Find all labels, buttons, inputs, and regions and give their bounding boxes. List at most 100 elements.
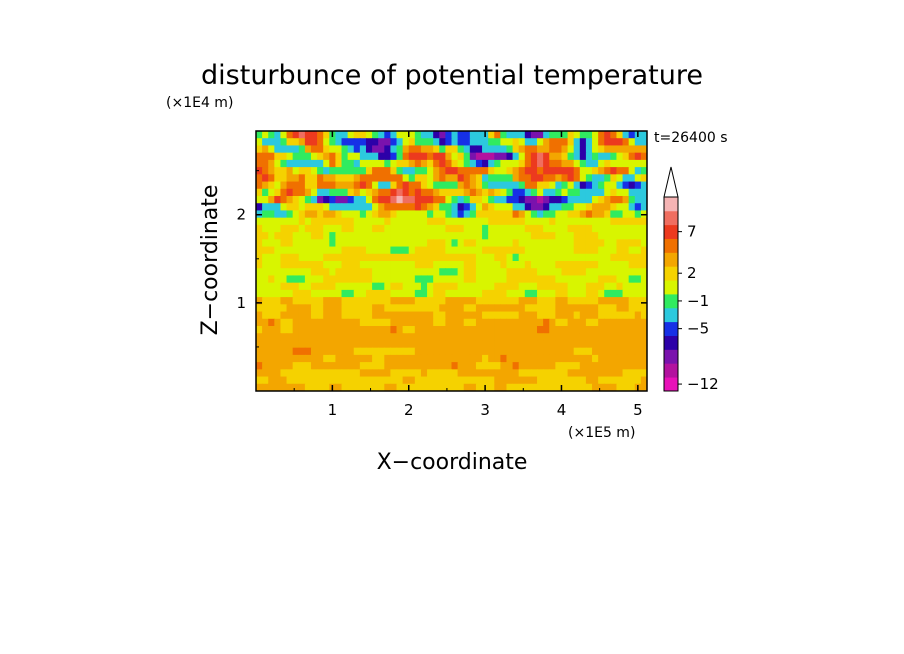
field-cell <box>292 347 300 356</box>
field-cell <box>475 131 483 139</box>
field-cell <box>298 289 306 298</box>
field-cell <box>524 167 532 175</box>
field-cell <box>567 217 575 226</box>
field-cell <box>310 174 318 183</box>
field-cell <box>359 362 367 370</box>
field-cell <box>592 152 599 161</box>
field-cell <box>310 239 318 248</box>
field-cell <box>414 340 422 349</box>
field-cell <box>286 304 294 313</box>
field-cell <box>274 289 282 298</box>
field-cell <box>274 340 282 349</box>
field-cell <box>329 138 337 147</box>
field-cell <box>262 268 269 277</box>
field-cell <box>304 318 312 327</box>
field-cell <box>378 239 385 248</box>
field-cell <box>543 362 550 370</box>
field-cell <box>634 282 642 291</box>
field-cell <box>451 159 459 168</box>
field-cell <box>561 131 569 139</box>
field-cell <box>353 362 361 370</box>
field-cell <box>420 340 428 349</box>
field-cell <box>341 289 349 298</box>
field-cell <box>329 217 337 226</box>
field-cell <box>335 362 343 370</box>
field-cell <box>433 224 440 233</box>
field-cell <box>378 174 385 183</box>
field-cell <box>329 261 337 269</box>
field-cell <box>488 131 495 139</box>
field-cell <box>402 138 410 147</box>
field-cell <box>469 131 477 139</box>
field-cell <box>512 326 520 334</box>
field-cell <box>390 138 398 147</box>
field-cell <box>439 261 446 269</box>
field-cell <box>616 224 624 233</box>
field-cell <box>310 152 318 161</box>
field-cell <box>420 289 428 298</box>
field-cell <box>384 159 392 168</box>
field-cell <box>561 196 569 204</box>
field-cell <box>555 246 563 255</box>
field-cell <box>506 362 514 370</box>
field-cell <box>378 152 385 161</box>
field-cell <box>494 217 501 226</box>
field-cell <box>518 354 526 363</box>
field-cell <box>274 318 282 327</box>
colorbar-extend-arrow <box>663 166 679 198</box>
field-cell <box>341 268 349 277</box>
field-cell <box>610 275 618 284</box>
field-cell <box>463 174 471 183</box>
field-cell <box>524 362 532 370</box>
field-cell <box>268 340 275 349</box>
field-cell <box>451 246 459 255</box>
field-cell <box>506 145 514 154</box>
field-cell <box>384 246 392 255</box>
field-cell <box>402 232 410 240</box>
field-cell <box>384 196 392 204</box>
field-cell <box>640 383 647 391</box>
field-cell <box>292 181 300 190</box>
field-cell <box>537 297 544 305</box>
field-cell <box>347 326 355 334</box>
field-cell <box>372 203 379 212</box>
field-cell <box>604 354 611 363</box>
field-cell <box>475 282 483 291</box>
field-cell <box>280 145 288 154</box>
field-cell <box>530 152 538 161</box>
field-cell <box>573 311 581 320</box>
field-cell <box>549 224 556 233</box>
field-cell <box>506 354 514 363</box>
field-cell <box>353 167 361 175</box>
field-cell <box>414 261 422 269</box>
field-cell <box>420 297 428 305</box>
field-cell <box>573 253 581 262</box>
field-cell <box>353 253 361 262</box>
field-cell <box>420 239 428 248</box>
field-cell <box>420 203 428 212</box>
field-cell <box>256 289 263 298</box>
field-cell <box>549 210 556 219</box>
field-cell <box>543 311 550 320</box>
field-cell <box>262 253 269 262</box>
field-cell <box>329 318 337 327</box>
field-cell <box>524 275 532 284</box>
field-cell <box>592 210 599 219</box>
field-cell <box>384 239 392 248</box>
field-cell <box>634 217 642 226</box>
field-cell <box>347 253 355 262</box>
field-cell <box>616 145 624 154</box>
field-cell <box>622 311 630 320</box>
field-cell <box>310 383 318 391</box>
field-cell <box>420 275 428 284</box>
field-cell <box>262 217 269 226</box>
field-cell <box>347 268 355 277</box>
field-cell <box>475 210 483 219</box>
field-cell <box>341 376 349 385</box>
x-tick-label: 1 <box>328 401 338 419</box>
field-cell <box>298 203 306 212</box>
field-cell <box>463 318 471 327</box>
field-cell <box>616 159 624 168</box>
field-cell <box>445 304 453 313</box>
field-cell <box>549 131 556 139</box>
